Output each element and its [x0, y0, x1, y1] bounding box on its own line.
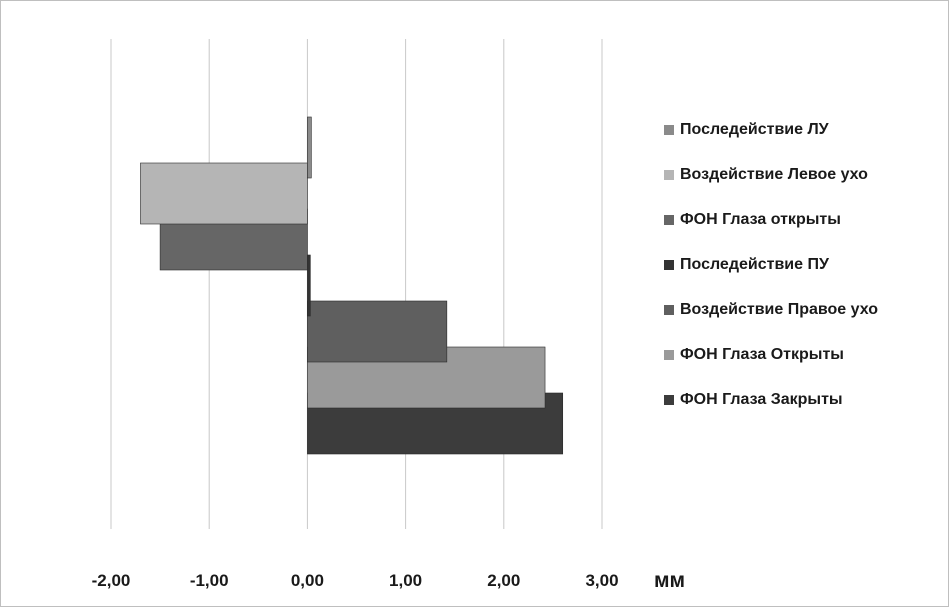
x-tick-label: -1,00	[190, 571, 229, 590]
bar	[307, 116, 312, 179]
legend-label: Последействие ЛУ	[680, 121, 829, 138]
bar	[307, 300, 448, 363]
legend-label: ФОН Глаза Закрыты	[680, 391, 843, 408]
bar	[307, 254, 311, 317]
legend-item: Воздействие Левое ухо	[664, 164, 868, 186]
legend-item: Воздействие Правое ухо	[664, 299, 878, 321]
bars	[140, 116, 564, 455]
x-tick-label: 1,00	[389, 571, 422, 590]
legend-label: Последействие ПУ	[680, 256, 829, 273]
x-tick-label: 0,00	[291, 571, 324, 590]
x-tick-label: -2,00	[92, 571, 131, 590]
legend-item: ФОН Глаза открыты	[664, 209, 841, 231]
legend-swatch	[664, 125, 674, 135]
x-tick-label: 3,00	[585, 571, 618, 590]
x-tick-label: 2,00	[487, 571, 520, 590]
legend-label: Воздействие Левое ухо	[680, 166, 868, 183]
legend-item: Последействие ПУ	[664, 254, 829, 276]
bar	[140, 162, 308, 225]
legend-swatch	[664, 170, 674, 180]
x-axis-unit: мм	[654, 569, 685, 592]
legend-item: ФОН Глаза Открыты	[664, 344, 844, 366]
legend-swatch	[664, 305, 674, 315]
legend-swatch	[664, 215, 674, 225]
legend-item: ФОН Глаза Закрыты	[664, 389, 843, 411]
legend-label: Воздействие Правое ухо	[680, 301, 878, 318]
legend-label: ФОН Глаза открыты	[680, 211, 841, 228]
legend-label: ФОН Глаза Открыты	[680, 346, 844, 363]
legend-swatch	[664, 395, 674, 405]
x-axis-ticks: -2,00 -1,00 0,00 1,00 2,00 3,00	[92, 571, 619, 590]
legend-swatch	[664, 260, 674, 270]
legend-item: Последействие ЛУ	[664, 119, 829, 141]
gridlines	[110, 39, 603, 529]
legend-swatch	[664, 350, 674, 360]
